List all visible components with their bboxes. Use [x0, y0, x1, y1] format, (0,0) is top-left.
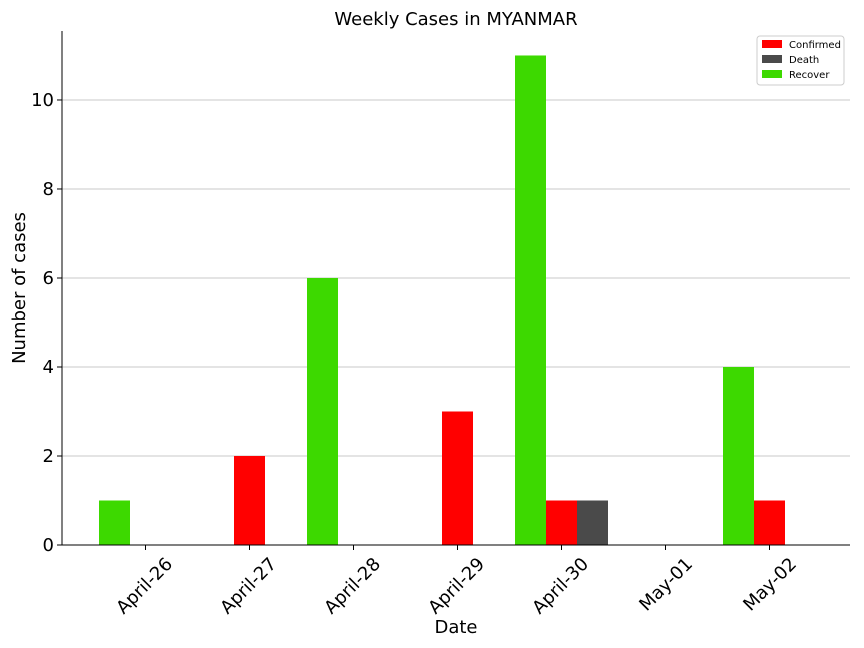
bar-recover-april-26 [99, 500, 130, 545]
y-tick-label: 8 [43, 179, 54, 200]
x-tick-label: April-26 [112, 554, 177, 619]
y-tick-label: 10 [31, 90, 54, 111]
bar-recover-april-30 [515, 55, 546, 545]
x-tick-label: May-01 [635, 554, 697, 616]
chart-title: Weekly Cases in MYANMAR [334, 9, 577, 30]
x-ticks: April-26 April-27 April-28 April-29 April-30… [112, 545, 801, 618]
bars [99, 55, 785, 545]
bar-confirmed-april-29 [442, 411, 473, 545]
y-tick-label: 0 [43, 535, 54, 556]
axes [61, 31, 850, 546]
legend-label-recover: Recover [789, 70, 830, 81]
legend-swatch-recover [762, 70, 782, 78]
bar-recover-april-28 [307, 277, 338, 545]
legend-swatch-death [762, 55, 782, 63]
x-tick-label: April-29 [424, 554, 489, 619]
x-tick-label: April-27 [216, 554, 281, 619]
legend-label-death: Death [789, 55, 819, 66]
x-axis-label: Date [434, 617, 477, 638]
x-tick-label: April-30 [528, 554, 593, 619]
grid-lines [62, 99, 850, 457]
y-ticks: 0 2 4 6 8 10 [31, 90, 62, 556]
legend-label-confirmed: Confirmed [789, 40, 841, 51]
bar-confirmed-april-27 [234, 455, 265, 545]
bar-death-april-30 [577, 500, 608, 545]
legend-swatch-confirmed [762, 40, 782, 48]
x-tick-label: April-28 [320, 554, 385, 619]
y-tick-label: 2 [43, 446, 54, 467]
bar-recover-may-02 [723, 366, 754, 545]
y-axis-label: Number of cases [9, 212, 30, 364]
x-tick-label: May-02 [739, 554, 801, 616]
y-tick-label: 6 [43, 268, 54, 289]
bar-confirmed-april-30 [546, 500, 577, 545]
y-tick-label: 4 [43, 357, 54, 378]
bar-confirmed-may-02 [754, 500, 785, 545]
legend: Confirmed Death Recover [756, 35, 845, 86]
